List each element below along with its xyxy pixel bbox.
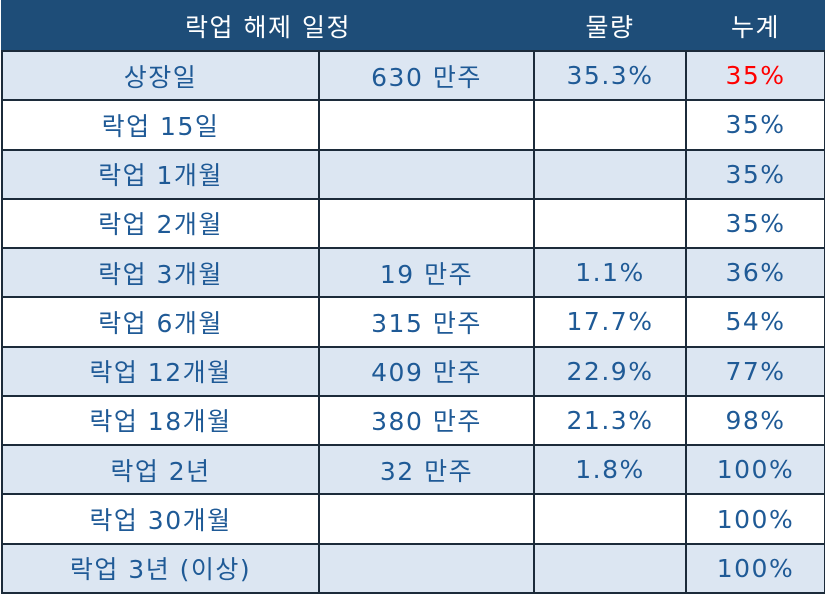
share-cell: 17.7% xyxy=(533,296,687,348)
amount-cell xyxy=(318,197,535,250)
cumulative-cell: 100% xyxy=(685,444,825,496)
share-cell: 21.3% xyxy=(533,394,687,447)
label-cell: 락업 6개월 xyxy=(1,296,320,348)
label-cell: 락업 30개월 xyxy=(1,493,320,545)
label-cell: 락업 2년 xyxy=(1,444,320,496)
share-cell xyxy=(533,148,687,200)
table-row: 락업 2년 32 만주 1.8% 100% xyxy=(1,444,825,496)
amount-cell xyxy=(318,493,535,545)
table-row: 락업 18개월 380 만주 21.3% 98% xyxy=(1,394,825,447)
label-cell: 락업 18개월 xyxy=(1,394,320,447)
table-row: 락업 30개월 100% xyxy=(1,493,825,545)
table-body: 상장일 630 만주 35.3% 35% 락업 15일 35% 락업 1개월 35% 락업 2개… xyxy=(1,49,825,595)
amount-cell xyxy=(318,542,535,595)
share-cell: 22.9% xyxy=(533,345,687,397)
share-cell: 1.8% xyxy=(533,444,687,496)
table-row: 상장일 630 만주 35.3% 35% xyxy=(1,49,825,102)
cumulative-cell: 77% xyxy=(685,345,825,397)
share-cell xyxy=(533,542,687,595)
share-cell: 35.3% xyxy=(533,49,687,102)
amount-cell: 630 만주 xyxy=(318,49,535,102)
share-cell xyxy=(533,99,687,151)
table-row: 락업 3년 (이상) 100% xyxy=(1,542,825,595)
amount-cell: 19 만주 xyxy=(318,247,535,299)
cumulative-cell: 54% xyxy=(685,296,825,348)
amount-cell: 380 만주 xyxy=(318,394,535,447)
label-cell: 락업 2개월 xyxy=(1,197,320,250)
cumulative-cell: 35% xyxy=(685,197,825,250)
amount-cell: 32 만주 xyxy=(318,444,535,496)
header-title: 락업 해제 일정 xyxy=(1,0,535,52)
label-cell: 락업 15일 xyxy=(1,99,320,151)
header-row: 락업 해제 일정 물량 누계 xyxy=(1,0,825,52)
table-row: 락업 1개월 35% xyxy=(1,148,825,200)
label-cell: 상장일 xyxy=(1,49,320,102)
cumulative-cell: 35% xyxy=(685,99,825,151)
header-cumulative: 누계 xyxy=(685,0,825,52)
table-row: 락업 3개월 19 만주 1.1% 36% xyxy=(1,247,825,299)
header-volume: 물량 xyxy=(533,0,687,52)
table-row: 락업 6개월 315 만주 17.7% 54% xyxy=(1,296,825,348)
cumulative-cell: 35% xyxy=(685,148,825,200)
table-row: 락업 2개월 35% xyxy=(1,197,825,250)
table-row: 락업 15일 35% xyxy=(1,99,825,151)
amount-cell: 409 만주 xyxy=(318,345,535,397)
cumulative-cell: 36% xyxy=(685,247,825,299)
share-cell: 1.1% xyxy=(533,247,687,299)
label-cell: 락업 3년 (이상) xyxy=(1,542,320,595)
table-row: 락업 12개월 409 만주 22.9% 77% xyxy=(1,345,825,397)
label-cell: 락업 3개월 xyxy=(1,247,320,299)
label-cell: 락업 12개월 xyxy=(1,345,320,397)
share-cell xyxy=(533,493,687,545)
cumulative-cell: 100% xyxy=(685,493,825,545)
share-cell xyxy=(533,197,687,250)
amount-cell: 315 만주 xyxy=(318,296,535,348)
cumulative-cell: 100% xyxy=(685,542,825,595)
amount-cell xyxy=(318,99,535,151)
amount-cell xyxy=(318,148,535,200)
cumulative-cell: 98% xyxy=(685,394,825,447)
label-cell: 락업 1개월 xyxy=(1,148,320,200)
cumulative-cell: 35% xyxy=(685,49,825,102)
